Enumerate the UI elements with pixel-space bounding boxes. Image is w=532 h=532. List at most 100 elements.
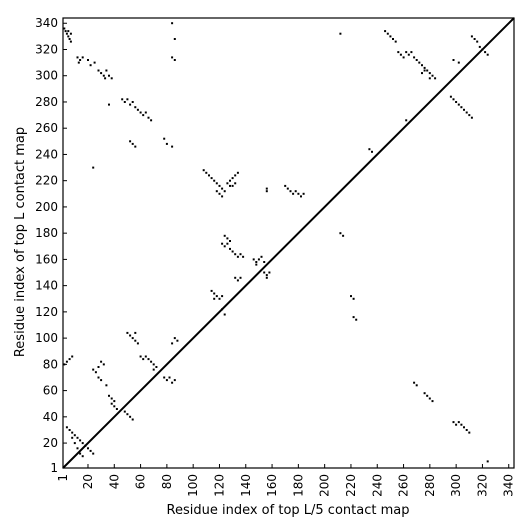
contact-point [470,35,473,38]
contact-point [415,384,418,387]
contact-point [147,116,150,119]
x-tick-label: 260 [397,474,411,497]
contact-point [415,59,418,61]
contact-point [136,108,139,111]
contact-point [449,95,452,98]
contact-point [431,74,434,77]
contact-point [144,111,147,114]
contact-point [123,101,126,103]
contact-point [428,397,431,400]
contact-point [134,145,137,148]
contact-point [407,53,410,56]
contact-point [69,32,72,35]
contact-point [423,392,426,395]
x-tick-label: 200 [318,474,332,497]
contact-point [65,426,68,429]
contact-point [173,38,176,40]
contact-point [405,119,408,122]
contact-point [284,184,287,187]
contact-point [223,234,226,237]
contact-point [165,142,168,145]
contact-point [218,192,221,195]
plot-frame [62,17,515,469]
contact-point [265,274,268,277]
contact-point [89,64,92,67]
contact-point [87,447,89,450]
contact-point [104,77,107,80]
contact-point [68,38,71,40]
contact-point [63,27,66,30]
contact-point [431,400,434,403]
contact-point [263,261,266,263]
y-tick-label: 220 [35,174,58,188]
contact-point [71,431,74,434]
contact-point [231,250,234,253]
contact-point [226,237,229,240]
x-tick-label: 340 [502,474,516,497]
contact-point [221,187,224,190]
contact-point [423,66,426,69]
contact-point [460,423,463,426]
contact-point [68,358,71,361]
contact-point [215,190,218,193]
contact-point [229,179,231,182]
y-axis-label: Residue index of top L contact map [13,127,28,357]
contact-point [265,187,268,190]
contact-point [265,276,268,279]
y-tick-label: 340 [35,16,58,30]
contact-point [76,447,79,450]
contact-point [423,69,426,72]
x-tick-label: 180 [291,474,305,497]
contact-point [168,376,171,379]
contact-point [218,297,221,300]
contact-point [236,255,239,258]
contact-point [79,439,82,442]
contact-point [79,59,82,61]
contact-point [176,339,179,342]
contact-point [121,98,124,101]
contact-point [113,405,116,408]
contact-point [136,342,139,345]
contact-point [421,64,423,67]
contact-point [79,452,82,455]
y-tick-label: 1 [50,461,58,475]
y-tick-label: 300 [35,69,58,83]
contact-point [139,355,142,358]
contact-point [221,242,224,245]
contact-point [108,103,110,106]
contact-point [234,253,237,256]
contact-point [405,51,408,54]
contact-point [465,111,468,114]
contact-point [152,363,155,366]
contact-point [77,61,80,64]
contact-point [131,337,134,340]
contact-point [218,184,221,187]
contact-point [463,108,465,111]
contact-point [428,77,431,80]
contact-point [100,360,103,363]
x-tick-label: 160 [265,474,279,497]
contact-point [399,53,402,56]
y-tick-label: 60 [43,384,58,398]
contact-point [223,190,226,193]
contact-point [64,30,67,33]
contact-point [384,30,387,33]
contact-point [173,59,176,61]
contact-point [260,255,263,258]
contact-point [76,436,79,439]
contact-point [142,114,145,117]
contact-point [418,61,421,64]
contact-point [102,363,105,366]
contact-point [113,400,116,403]
contact-point [155,366,158,368]
contact-point [386,32,389,35]
contact-point [150,119,153,122]
contact-point [460,106,463,109]
contact-point [126,413,129,416]
contact-point [426,394,429,397]
x-tick-label: 220 [344,474,358,497]
contact-point [239,276,242,279]
contact-point [389,35,392,38]
contact-point [455,423,458,426]
